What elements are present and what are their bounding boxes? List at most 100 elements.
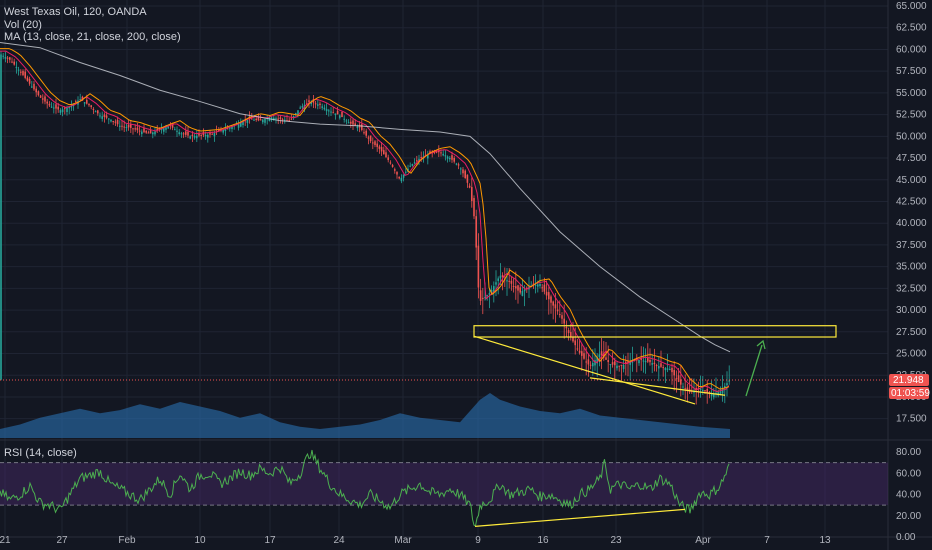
- candle-body: [123, 126, 125, 128]
- candle-body: [119, 125, 121, 127]
- breakout-arrow: [745, 344, 763, 397]
- candle-body: [515, 286, 517, 289]
- candle-body: [499, 275, 502, 279]
- candle-body: [116, 119, 119, 125]
- candle-body: [572, 336, 574, 342]
- candle-body: [86, 99, 88, 104]
- date-tick-label: 10: [194, 535, 206, 546]
- candle-body: [554, 304, 557, 309]
- candle-body: [88, 103, 90, 106]
- candle-body: [37, 91, 40, 96]
- candle-body: [341, 111, 343, 118]
- candle-body: [369, 135, 372, 142]
- candle-body: [259, 119, 262, 121]
- candle-body: [57, 106, 59, 110]
- candle-body: [596, 357, 598, 364]
- candle-body: [620, 364, 623, 366]
- candle-body: [196, 135, 198, 139]
- candle-body: [253, 119, 255, 121]
- candle-body: [145, 130, 147, 133]
- candle-body: [299, 107, 301, 109]
- candle-body: [523, 289, 526, 292]
- date-tick-label: Apr: [695, 535, 711, 546]
- candle-body: [367, 137, 370, 139]
- candle-body: [125, 127, 128, 129]
- price-tick-label: 37.500: [896, 240, 927, 251]
- candle-body: [328, 110, 330, 112]
- date-tick-label: 16: [537, 535, 549, 546]
- candle-body: [237, 123, 240, 128]
- candle-body: [240, 122, 242, 127]
- candle-body: [361, 124, 363, 130]
- wedge-trendline: [589, 377, 726, 396]
- candle-body: [721, 388, 724, 394]
- candle-body: [178, 132, 180, 135]
- candle-body: [655, 365, 658, 367]
- volume-legend[interactable]: Vol (20): [4, 19, 42, 31]
- candle-body: [466, 174, 469, 183]
- candle-body: [59, 110, 62, 113]
- candle-body: [11, 61, 13, 63]
- candle-body: [167, 126, 169, 129]
- candle-body: [682, 386, 684, 388]
- candle-body: [160, 128, 163, 131]
- candle-body: [0, 54, 2, 380]
- candle-body: [576, 348, 579, 350]
- rsi-legend[interactable]: RSI (14, close): [4, 447, 77, 459]
- candle-body: [398, 176, 400, 179]
- price-tick-label: 42.500: [896, 196, 927, 207]
- candle-body: [264, 118, 266, 123]
- price-tick-label: 55.000: [896, 88, 927, 99]
- candle-body: [242, 121, 244, 126]
- price-tick-label: 57.500: [896, 66, 927, 77]
- price-tick-label: 50.000: [896, 131, 927, 142]
- candle-body: [317, 104, 319, 106]
- price-tick-label: 17.500: [896, 414, 927, 425]
- candle-body: [365, 130, 367, 136]
- candle-body: [2, 55, 4, 57]
- rsi-line: [0, 449, 730, 527]
- candle-body: [413, 162, 416, 164]
- candle-body: [68, 107, 70, 109]
- candle-body: [653, 362, 656, 365]
- candle-body: [534, 284, 537, 286]
- candle-body: [39, 95, 42, 98]
- candle-body: [589, 364, 592, 366]
- candle-body: [699, 388, 702, 390]
- candle-body: [171, 123, 174, 128]
- candle-body: [647, 358, 649, 362]
- candle-body: [658, 366, 660, 369]
- candle-body: [6, 57, 9, 59]
- candle-body: [28, 78, 31, 84]
- candle-body: [497, 278, 499, 281]
- rsi-band-fill: [0, 462, 888, 506]
- candle-body: [185, 131, 187, 135]
- ma-legend[interactable]: MA (13, close, 21, close, 200, close): [4, 31, 181, 43]
- date-tick-label: 23: [610, 535, 622, 546]
- candle-body: [460, 168, 462, 170]
- candle-body: [629, 362, 631, 365]
- candle-body: [165, 127, 167, 130]
- candle-body: [420, 157, 422, 159]
- candle-body: [99, 115, 101, 117]
- candle-body: [521, 291, 524, 296]
- candle-body: [578, 350, 581, 353]
- candle-body: [411, 163, 414, 166]
- symbol-legend[interactable]: West Texas Oil, 120, OANDA: [4, 6, 147, 18]
- candle-body: [288, 120, 290, 122]
- date-tick-label: 7: [764, 535, 770, 546]
- candle-body: [539, 284, 541, 287]
- candle-body: [13, 61, 15, 65]
- candle-body: [594, 360, 596, 366]
- candle-body: [453, 157, 455, 162]
- date-tick-label: 9: [475, 535, 481, 546]
- candle-body: [61, 109, 64, 113]
- candle-body: [356, 126, 359, 129]
- price-tick-label: 45.000: [896, 175, 927, 186]
- price-tick-label: 30.000: [896, 305, 927, 316]
- ma13-line: [0, 50, 730, 393]
- candle-body: [222, 129, 224, 133]
- candle-body: [644, 361, 647, 363]
- candle-body: [321, 106, 323, 108]
